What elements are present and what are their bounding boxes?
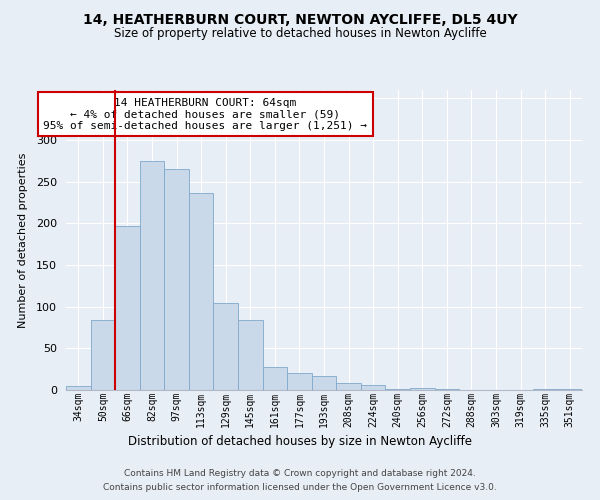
Text: Size of property relative to detached houses in Newton Aycliffe: Size of property relative to detached ho…	[113, 28, 487, 40]
Bar	[91, 320, 115, 390]
Text: 14, HEATHERBURN COURT, NEWTON AYCLIFFE, DL5 4UY: 14, HEATHERBURN COURT, NEWTON AYCLIFFE, …	[83, 12, 517, 26]
Bar	[164, 169, 189, 390]
Bar	[557, 389, 582, 390]
Y-axis label: Number of detached properties: Number of detached properties	[17, 152, 28, 328]
Bar	[287, 372, 312, 390]
Bar	[434, 389, 459, 390]
Bar	[385, 389, 410, 390]
Bar	[263, 366, 287, 390]
Bar	[410, 388, 434, 390]
Text: 14 HEATHERBURN COURT: 64sqm
← 4% of detached houses are smaller (59)
95% of semi: 14 HEATHERBURN COURT: 64sqm ← 4% of deta…	[43, 98, 367, 130]
Bar	[533, 389, 557, 390]
Bar	[238, 320, 263, 390]
Text: Distribution of detached houses by size in Newton Aycliffe: Distribution of detached houses by size …	[128, 435, 472, 448]
Bar	[66, 386, 91, 390]
Bar	[214, 304, 238, 390]
Bar	[312, 376, 336, 390]
Bar	[115, 226, 140, 390]
Text: Contains HM Land Registry data © Crown copyright and database right 2024.: Contains HM Land Registry data © Crown c…	[124, 468, 476, 477]
Bar	[189, 192, 214, 390]
Bar	[336, 384, 361, 390]
Bar	[361, 385, 385, 390]
Bar	[140, 161, 164, 390]
Text: Contains public sector information licensed under the Open Government Licence v3: Contains public sector information licen…	[103, 484, 497, 492]
